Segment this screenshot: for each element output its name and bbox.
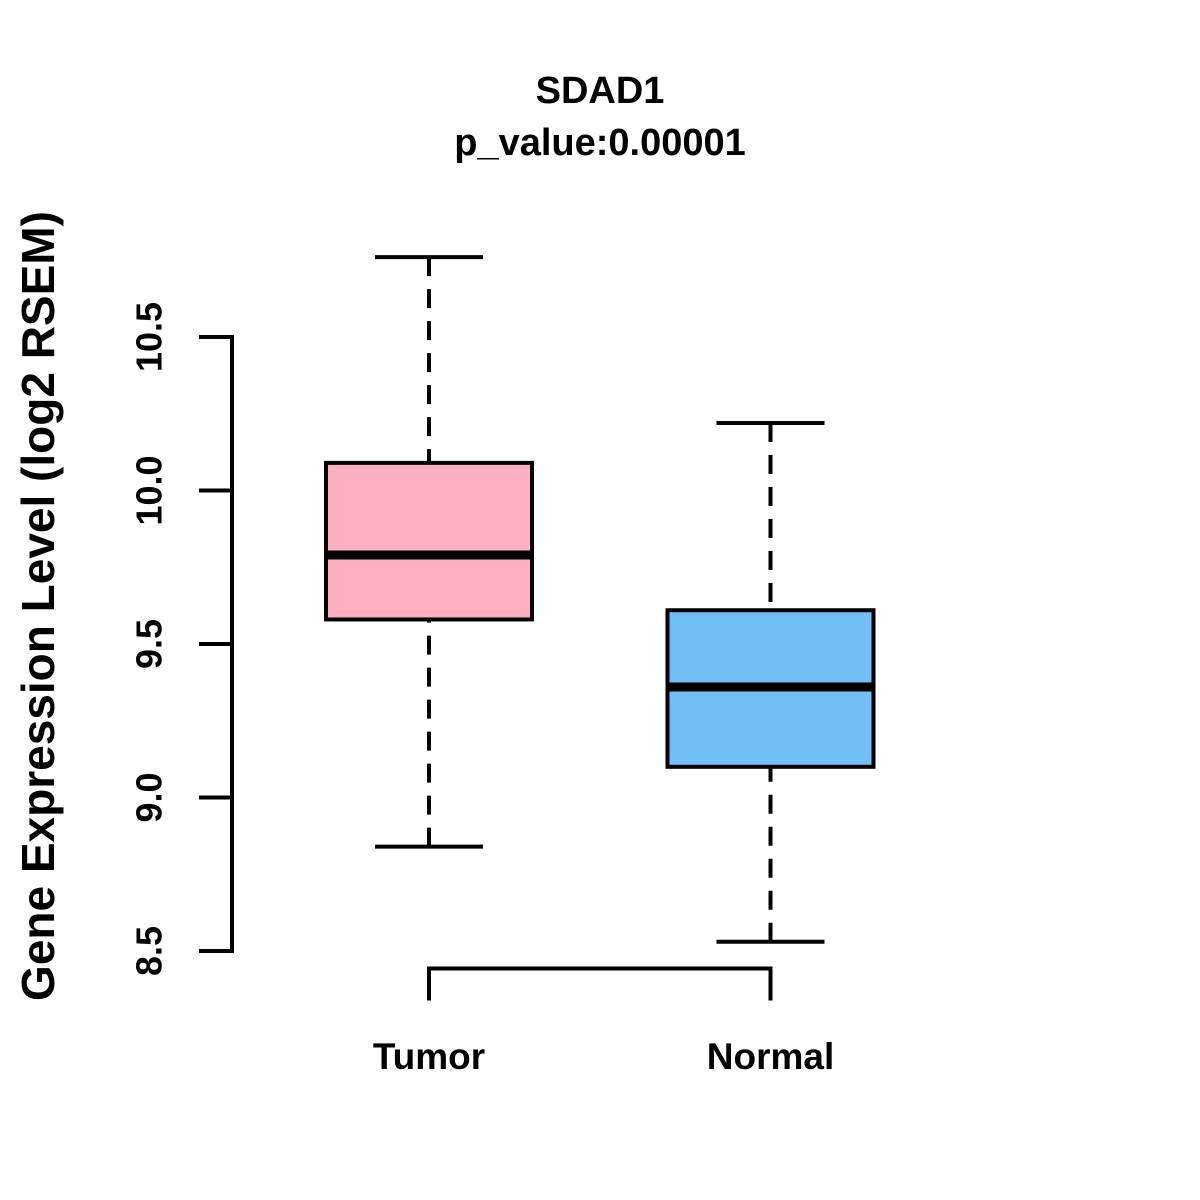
x-axis-bracket: [427, 966, 773, 1001]
x-category-label-normal: Normal: [707, 1036, 834, 1077]
chart-title: SDAD1: [535, 70, 665, 112]
chart-subtitle-pvalue: p_value:0.00001: [454, 122, 746, 164]
y-tick-label: 9.5: [129, 619, 170, 669]
y-tick-label: 10.0: [129, 455, 170, 525]
box-group-tumor: [324, 255, 534, 849]
y-tick-label: 9.0: [129, 772, 170, 822]
box-group-normal: [665, 420, 876, 944]
y-tick-label: 10.5: [129, 302, 170, 372]
y-tick-label: 8.5: [129, 926, 170, 976]
x-category-label-tumor: Tumor: [373, 1036, 485, 1077]
iqr-box: [324, 460, 534, 622]
